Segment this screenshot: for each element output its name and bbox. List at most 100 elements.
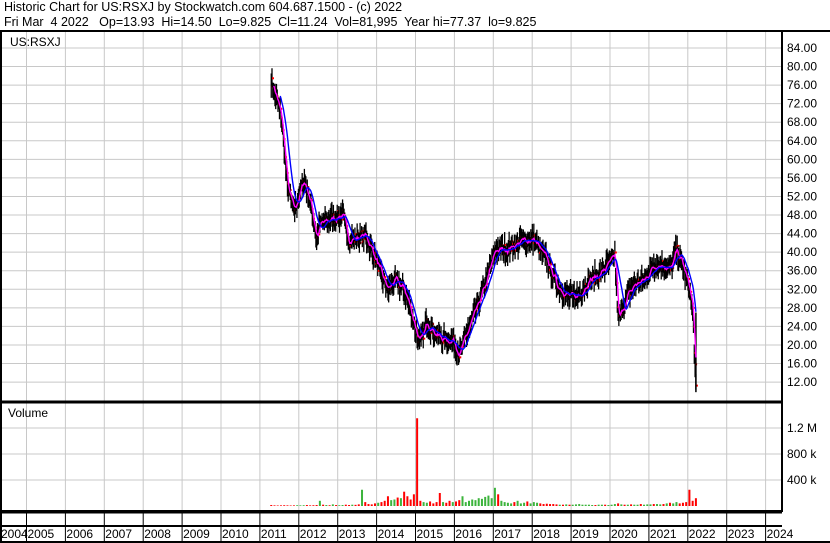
volume-bar	[302, 505, 305, 506]
volume-bar	[341, 505, 344, 506]
volume-bar	[445, 502, 448, 506]
volume-bar	[367, 504, 370, 506]
volume-bar	[607, 505, 610, 506]
volume-bar	[600, 504, 603, 506]
volume-bar	[639, 504, 642, 506]
volume-bar	[561, 504, 564, 506]
y-tick-label: 32.00	[787, 282, 817, 296]
volume-bar	[620, 504, 623, 506]
volume-bar	[315, 505, 318, 506]
x-tick-label: 2010	[222, 527, 249, 541]
x-tick-label: 2011	[261, 527, 287, 541]
volume-tick-label: 800 k	[787, 447, 817, 461]
volume-bar	[480, 498, 483, 506]
y-tick-label: 80.00	[787, 60, 817, 74]
volume-bar	[659, 504, 662, 506]
volume-bar	[412, 494, 415, 506]
volume-bar	[685, 502, 688, 506]
volume-bar	[383, 500, 386, 506]
volume-bar	[656, 504, 659, 506]
volume-bar	[571, 504, 574, 506]
volume-bar	[273, 505, 276, 506]
volume-bar	[318, 500, 321, 506]
volume-bar	[694, 498, 697, 506]
volume-bar	[377, 502, 380, 506]
volume-bar	[477, 498, 480, 506]
volume-bar	[283, 505, 286, 506]
volume-bar	[519, 503, 522, 506]
volume-bar	[351, 504, 354, 506]
volume-bar	[497, 494, 500, 506]
volume-bar	[558, 504, 561, 506]
x-tick-label: 2018	[533, 527, 560, 541]
volume-bar	[542, 504, 545, 506]
volume-bar	[516, 500, 519, 506]
volume-bar	[691, 500, 694, 506]
y-tick-label: 72.00	[787, 97, 817, 111]
volume-bar	[464, 502, 467, 506]
x-tick-label: 2020	[611, 527, 638, 541]
volume-bar	[328, 505, 331, 506]
x-tick-label: 2014	[378, 527, 405, 541]
volume-bar	[594, 505, 597, 506]
volume-bar	[539, 503, 542, 506]
y-tick-label: 68.00	[787, 115, 817, 129]
volume-bar	[380, 502, 383, 506]
volume-bar	[279, 505, 282, 506]
y-tick-label: 76.00	[787, 78, 817, 92]
y-tick-label: 56.00	[787, 171, 817, 185]
volume-bar	[270, 505, 273, 506]
volume-bar	[386, 496, 389, 506]
volume-bar	[484, 496, 487, 506]
y-tick-label: 20.00	[787, 338, 817, 352]
volume-bar	[286, 505, 289, 506]
volume-bar	[649, 504, 652, 506]
volume-bar	[312, 505, 315, 506]
x-tick-label: 2024	[767, 527, 794, 541]
y-tick-label: 48.00	[787, 208, 817, 222]
volume-bar	[299, 505, 302, 506]
volume-bar	[416, 418, 419, 506]
x-tick-label: 2021	[650, 527, 677, 541]
volume-bar	[432, 503, 435, 506]
volume-bar	[584, 504, 587, 506]
header-title: Historic Chart for US:RSXJ by Stockwatch…	[4, 0, 403, 14]
volume-bar	[633, 504, 636, 506]
volume-bar	[490, 498, 493, 506]
volume-bar	[448, 500, 451, 506]
volume-bar	[565, 504, 568, 506]
moving-average-short	[273, 85, 697, 358]
volume-bar	[500, 500, 503, 506]
volume-bar	[552, 504, 555, 506]
volume-bar	[373, 503, 376, 506]
y-tick-label: 44.00	[787, 227, 817, 241]
volume-bar	[325, 505, 328, 506]
volume-bar	[335, 505, 338, 506]
y-tick-label: 60.00	[787, 152, 817, 166]
volume-bar	[406, 496, 409, 506]
y-tick-label: 16.00	[787, 357, 817, 371]
y-tick-label: 12.00	[787, 375, 817, 389]
x-tick-label: 2004	[1, 527, 28, 541]
volume-bar	[510, 503, 513, 506]
volume-bar	[461, 496, 464, 506]
volume-bar	[581, 504, 584, 506]
volume-bar	[419, 500, 422, 506]
volume-bar	[597, 504, 600, 506]
volume-bar	[668, 502, 671, 506]
volume-bar	[646, 504, 649, 506]
volume-bar	[672, 503, 675, 506]
volume-bar	[276, 505, 279, 506]
volume-bar	[296, 505, 299, 506]
x-tick-label: 2015	[417, 527, 444, 541]
x-tick-label: 2013	[339, 527, 366, 541]
volume-bar	[322, 504, 325, 506]
volume-bar	[613, 504, 616, 506]
volume-bar	[555, 504, 558, 506]
volume-bar	[630, 504, 633, 506]
x-tick-label: 2012	[300, 527, 327, 541]
volume-bar	[665, 503, 668, 506]
moving-average-long	[279, 95, 697, 351]
volume-bar	[438, 493, 441, 506]
